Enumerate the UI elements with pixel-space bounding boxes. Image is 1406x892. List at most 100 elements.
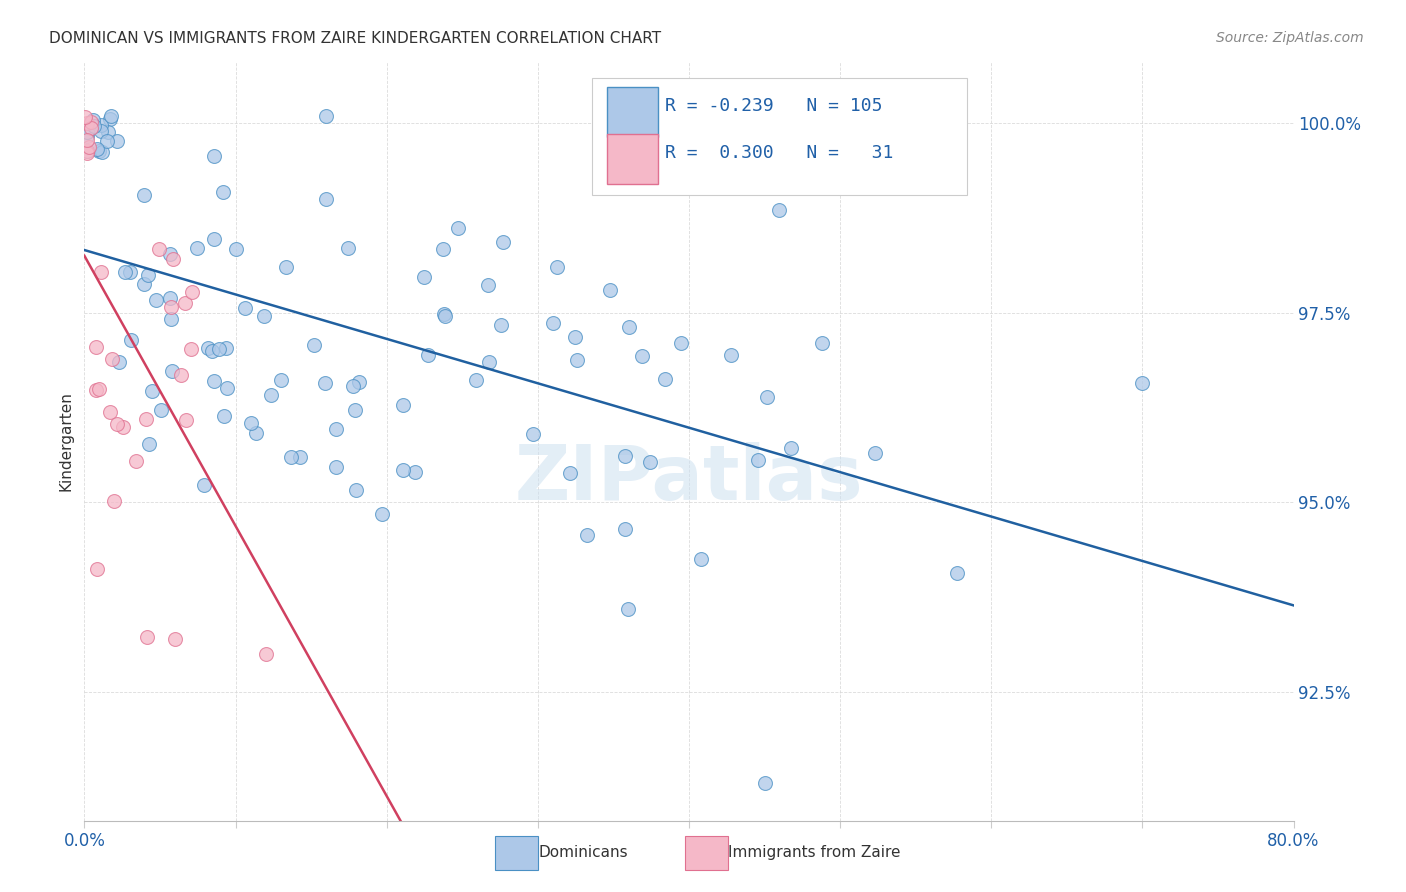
Point (344, 483, 367, 497)
Point (90, 265, 112, 279)
Point (76, 145, 98, 159)
Point (560, 466, 582, 480)
Text: Source: ZipAtlas.com: Source: ZipAtlas.com (1216, 31, 1364, 45)
Point (76, 133, 98, 147)
Point (669, 336, 692, 351)
Point (114, 265, 136, 279)
Point (342, 379, 364, 393)
Point (747, 452, 769, 467)
Point (169, 368, 191, 382)
Point (125, 454, 148, 468)
Point (181, 285, 204, 300)
Point (135, 630, 157, 644)
Point (413, 269, 436, 284)
Point (100, 109, 122, 123)
Point (86, 142, 108, 156)
Point (314, 376, 336, 391)
Point (96, 134, 118, 148)
Point (245, 426, 267, 441)
Point (84, 384, 107, 398)
Point (260, 387, 283, 401)
Point (197, 341, 219, 355)
Point (325, 460, 347, 475)
Point (447, 221, 470, 235)
Point (80, 115, 103, 129)
Point (541, 316, 564, 330)
Text: Dominicans: Dominicans (538, 846, 628, 860)
Point (276, 260, 298, 274)
Point (418, 348, 440, 362)
Point (86, 561, 108, 575)
Point (325, 422, 347, 436)
Point (76, 125, 98, 139)
Point (76, 145, 98, 159)
Point (564, 330, 586, 344)
Point (492, 235, 515, 250)
Point (90, 124, 112, 138)
Point (160, 312, 183, 326)
Point (159, 246, 181, 260)
Point (105, 134, 128, 148)
Point (432, 242, 454, 256)
Point (689, 552, 711, 566)
Point (214, 341, 236, 355)
Point (754, 776, 776, 790)
Point (270, 373, 292, 387)
Point (134, 188, 156, 202)
Point (77, 140, 100, 154)
Point (204, 374, 226, 388)
Point (434, 309, 457, 323)
Point (108, 354, 131, 368)
Point (98, 405, 121, 419)
Point (186, 241, 208, 255)
Point (174, 413, 197, 427)
Point (145, 293, 167, 308)
Point (630, 349, 652, 363)
Point (477, 277, 499, 292)
Point (76, 116, 98, 130)
Text: ZIPatlas: ZIPatlas (515, 442, 863, 516)
Point (617, 602, 640, 616)
Point (946, 566, 969, 580)
Point (135, 412, 157, 426)
Point (433, 307, 456, 321)
Point (240, 416, 263, 430)
Point (160, 301, 183, 315)
Point (599, 283, 621, 297)
Point (201, 343, 224, 358)
Point (73, 111, 96, 125)
Point (120, 334, 142, 348)
Point (82, 112, 104, 127)
Point (138, 436, 160, 450)
Point (215, 380, 238, 394)
Point (720, 347, 742, 361)
Point (478, 354, 501, 368)
Point (811, 336, 834, 351)
Point (225, 242, 247, 256)
Point (280, 450, 302, 464)
Point (315, 109, 337, 123)
Point (103, 493, 125, 508)
Point (233, 301, 256, 315)
Point (159, 291, 181, 305)
Point (202, 232, 225, 246)
Point (756, 390, 779, 404)
Point (118, 265, 141, 279)
Point (87, 383, 110, 397)
Point (489, 318, 512, 332)
Point (76, 146, 98, 161)
Point (465, 373, 488, 387)
Point (522, 427, 544, 442)
Point (546, 260, 568, 275)
Point (638, 455, 661, 469)
Point (863, 445, 886, 459)
Point (391, 463, 413, 477)
Point (613, 522, 636, 536)
Point (173, 296, 195, 310)
Point (97, 125, 120, 139)
Y-axis label: Kindergarten: Kindergarten (58, 392, 73, 491)
Point (302, 338, 325, 352)
FancyBboxPatch shape (607, 87, 658, 136)
Point (83, 119, 105, 133)
Point (141, 384, 163, 398)
